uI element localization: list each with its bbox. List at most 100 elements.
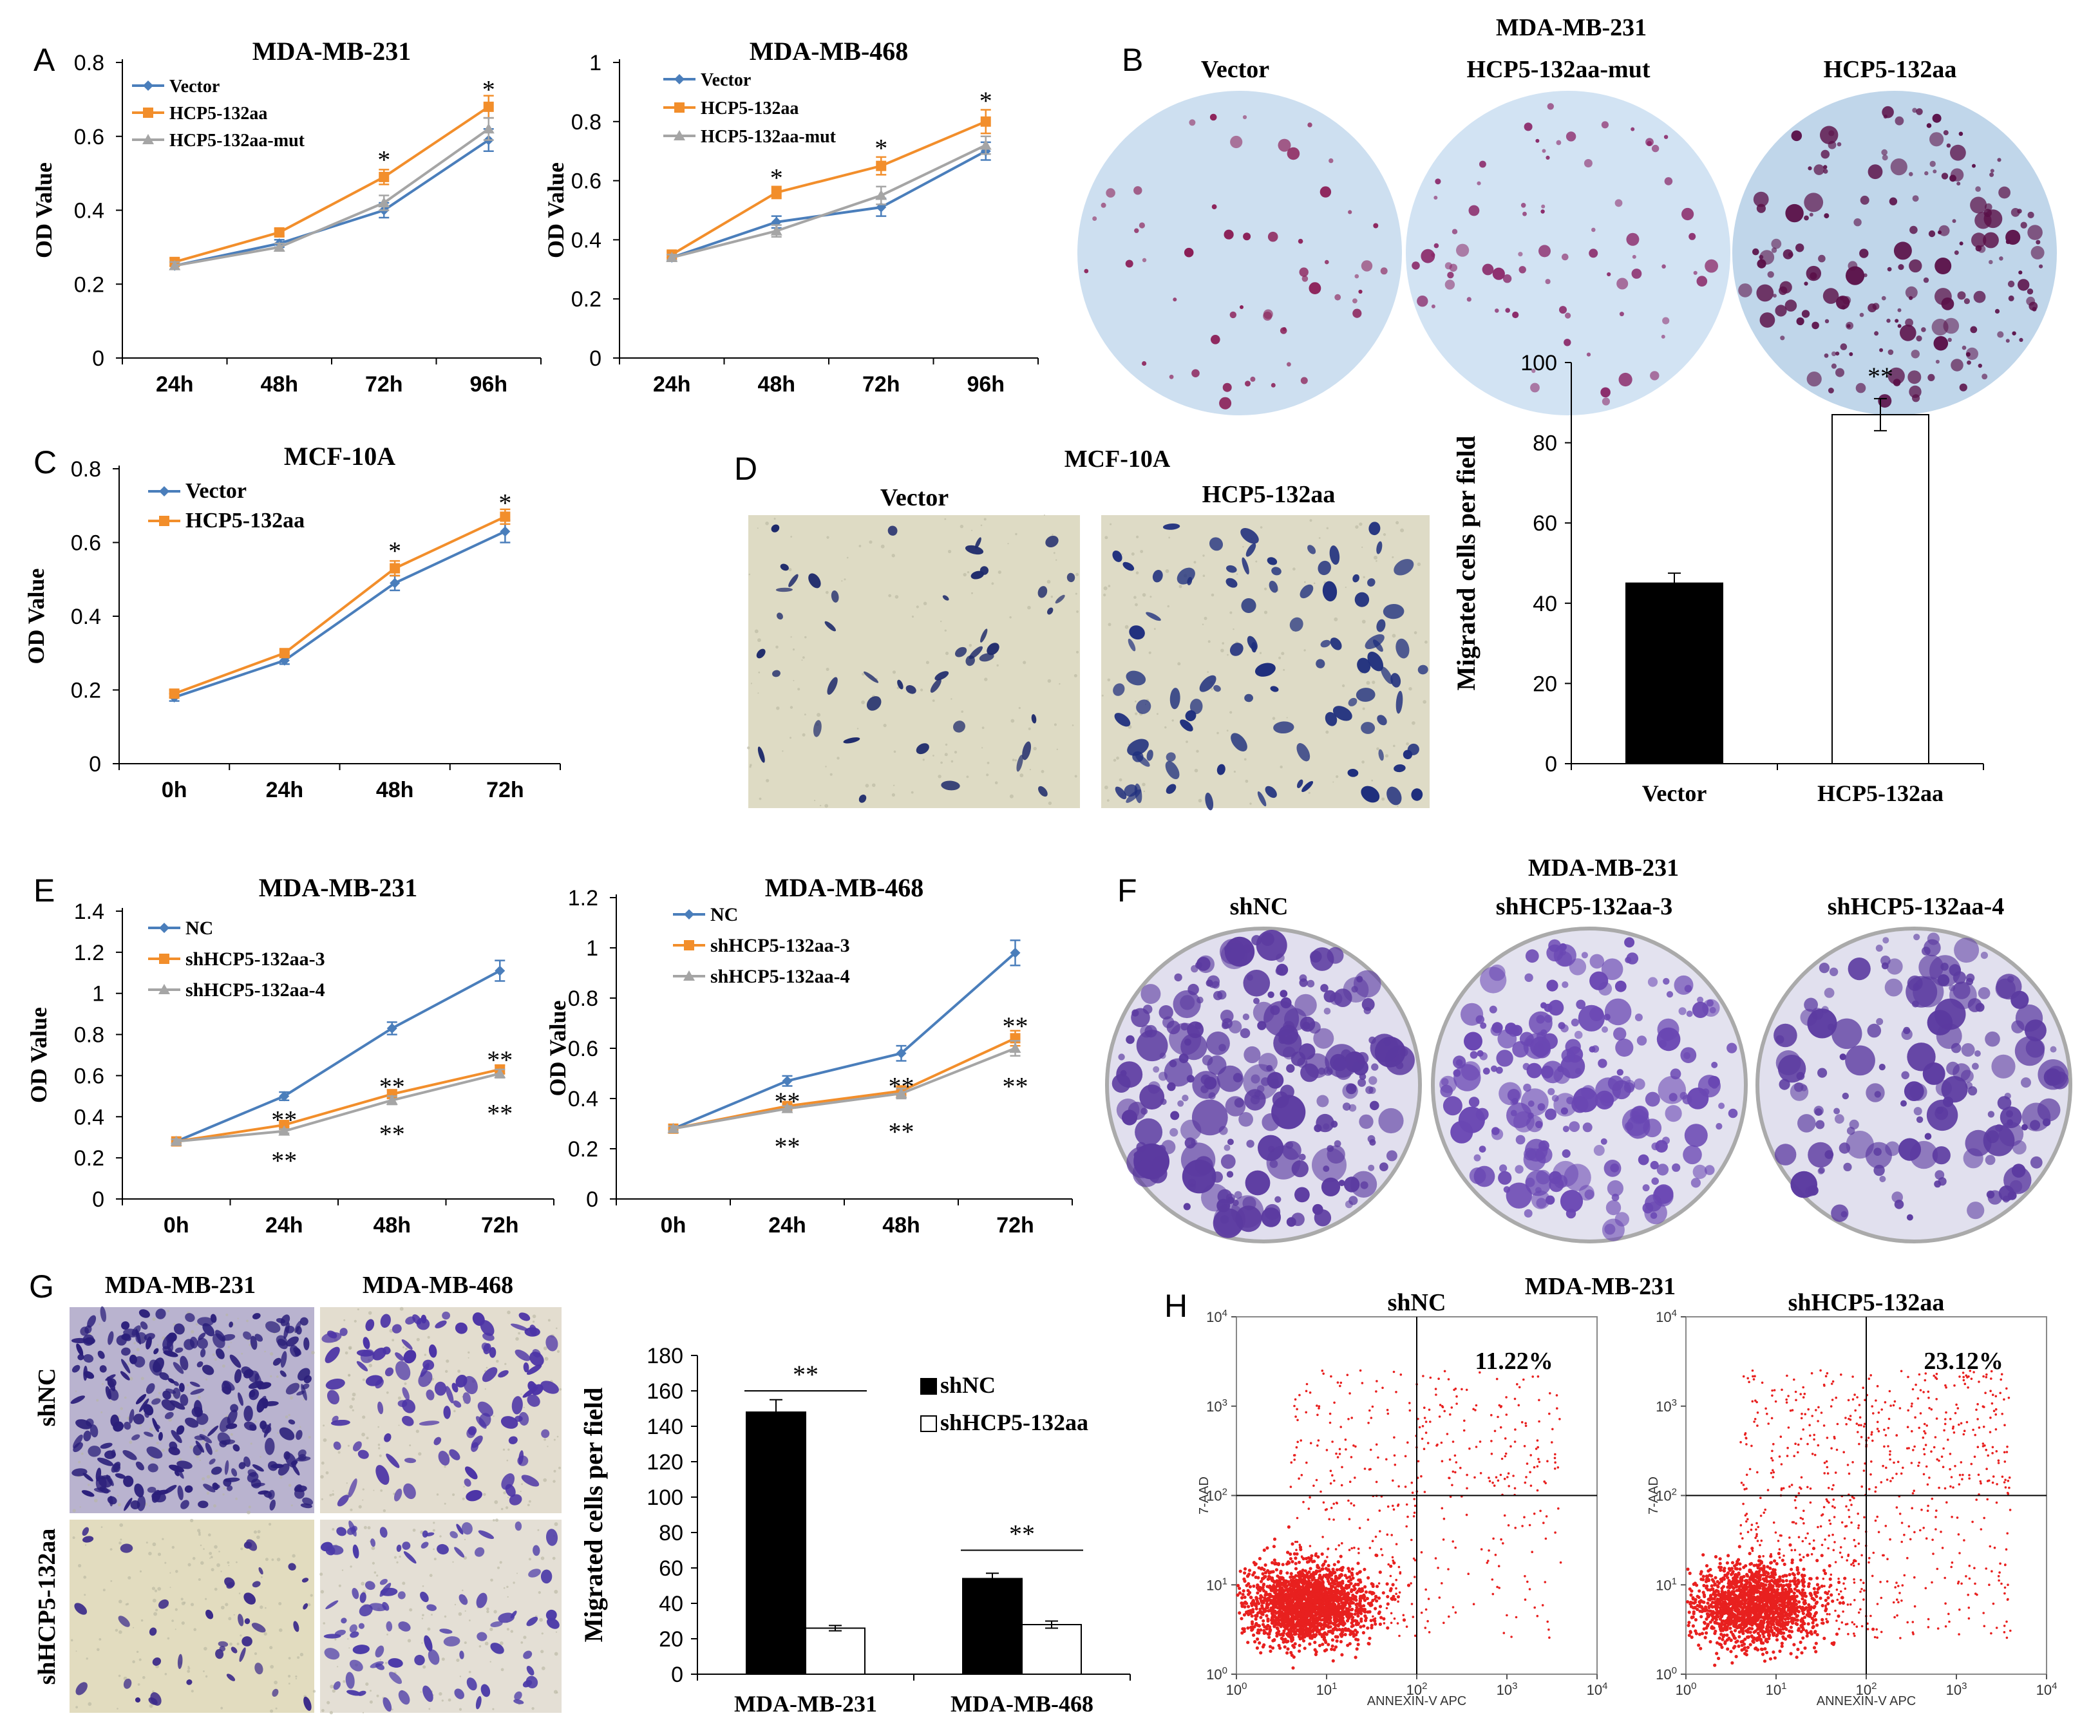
- event-dot: [1295, 1597, 1299, 1601]
- event-dot: [1330, 1578, 1334, 1581]
- pore: [463, 1486, 465, 1488]
- pore: [79, 1506, 81, 1508]
- data-point: [482, 123, 495, 134]
- migrated-cell: [1169, 688, 1180, 710]
- migrated-cell: [775, 587, 793, 592]
- y-axis-label: Migrated cells per field: [579, 1388, 608, 1643]
- x-tick-label: 0h: [162, 778, 187, 802]
- colony: [1600, 1138, 1607, 1145]
- panel-d-title: MCF-10A: [1064, 446, 1171, 473]
- pore: [211, 1568, 214, 1572]
- event-dot: [1363, 1567, 1367, 1571]
- event-dot: [1321, 1607, 1325, 1611]
- legend-label: shHCP5-132aa-3: [185, 948, 325, 970]
- migrated-cell: [243, 1331, 252, 1340]
- pore: [1392, 556, 1394, 558]
- migrated-cell: [325, 1600, 339, 1610]
- event-dot: [1312, 1628, 1316, 1632]
- pore: [1345, 587, 1347, 589]
- colony: [1616, 278, 1629, 290]
- pore: [883, 724, 887, 728]
- event-dot: [1367, 1641, 1370, 1645]
- pore: [1193, 561, 1197, 564]
- pore: [486, 1366, 488, 1369]
- pore: [1122, 553, 1124, 555]
- pore: [275, 1707, 278, 1710]
- migrated-cell: [147, 1463, 158, 1473]
- migrated-cell: [1325, 712, 1338, 726]
- migrated-cell: [1394, 559, 1414, 576]
- pore: [520, 1641, 524, 1644]
- pore: [540, 1556, 545, 1560]
- migrated-cell: [144, 1431, 154, 1437]
- migrated-cell: [831, 590, 839, 603]
- migrated-cell: [133, 1413, 145, 1425]
- event-dot: [1294, 1561, 1298, 1565]
- y-tick-label: 0.8: [71, 457, 101, 482]
- pore: [528, 1558, 531, 1561]
- event-dot: [1350, 1625, 1354, 1628]
- pore: [347, 1638, 349, 1640]
- pore: [1362, 707, 1365, 710]
- x-tick-label: MDA-MB-468: [951, 1691, 1093, 1717]
- colony: [1709, 1006, 1716, 1014]
- migrated-cell: [498, 1370, 509, 1378]
- colony: [1571, 1018, 1579, 1026]
- colony: [1586, 352, 1591, 357]
- colony: [1804, 193, 1824, 212]
- migrated-cell: [490, 1643, 504, 1654]
- legend-marker: [683, 970, 695, 981]
- colony: [1433, 243, 1439, 249]
- migrated-cell: [195, 1440, 205, 1453]
- event-dot: [1349, 1599, 1353, 1603]
- colony: [1286, 1064, 1295, 1073]
- pore: [241, 1352, 243, 1355]
- pore: [792, 648, 795, 651]
- migrated-cell: [214, 1484, 220, 1489]
- migrated-cell: [231, 1646, 238, 1654]
- migrated-cell: [243, 1421, 257, 1431]
- event-dot: [1315, 1621, 1319, 1625]
- culture-dish: [1732, 91, 2057, 415]
- migrated-cell: [827, 677, 838, 695]
- colony: [1790, 1082, 1809, 1101]
- pore: [439, 1692, 442, 1696]
- migrated-cell: [171, 1429, 182, 1444]
- panel-f-label-sh4: shHCP5-132aa-4: [1828, 893, 2004, 920]
- y-tick-label: 1: [92, 982, 104, 1006]
- migrated-cell: [180, 1394, 189, 1406]
- migrated-cell: [249, 1390, 256, 1398]
- migrated-cell: [1273, 721, 1294, 734]
- event-dot: [1317, 1566, 1321, 1570]
- pore: [504, 1363, 507, 1365]
- colony: [1443, 1096, 1462, 1116]
- pore: [520, 1491, 522, 1493]
- colony: [1253, 997, 1260, 1005]
- pore: [230, 1341, 232, 1343]
- pore: [456, 1658, 460, 1662]
- panel-g-row-label-shnc: shNC: [33, 1368, 61, 1427]
- migrated-cell: [241, 1366, 252, 1376]
- panel-b-label-mut: HCP5-132aa-mut: [1467, 56, 1651, 83]
- pore: [492, 1708, 495, 1710]
- migrated-cell: [475, 1695, 482, 1710]
- pore: [372, 1561, 375, 1565]
- colony: [1756, 203, 1766, 213]
- pore: [872, 783, 876, 788]
- colony: [1929, 160, 1936, 167]
- migrated-cell: [279, 1370, 287, 1377]
- migrated-cell: [414, 1654, 425, 1666]
- migrated-cell: [1361, 722, 1376, 734]
- pore: [264, 1350, 266, 1353]
- colony: [1477, 1050, 1484, 1057]
- pore: [220, 1605, 225, 1610]
- colony: [1752, 248, 1759, 256]
- migrated-cell: [1376, 619, 1386, 632]
- colony: [1531, 368, 1536, 373]
- pore: [537, 1529, 540, 1531]
- colony: [1876, 1018, 1884, 1025]
- event-dot: [1309, 1572, 1313, 1576]
- pore: [556, 1435, 559, 1438]
- pore: [155, 1609, 158, 1612]
